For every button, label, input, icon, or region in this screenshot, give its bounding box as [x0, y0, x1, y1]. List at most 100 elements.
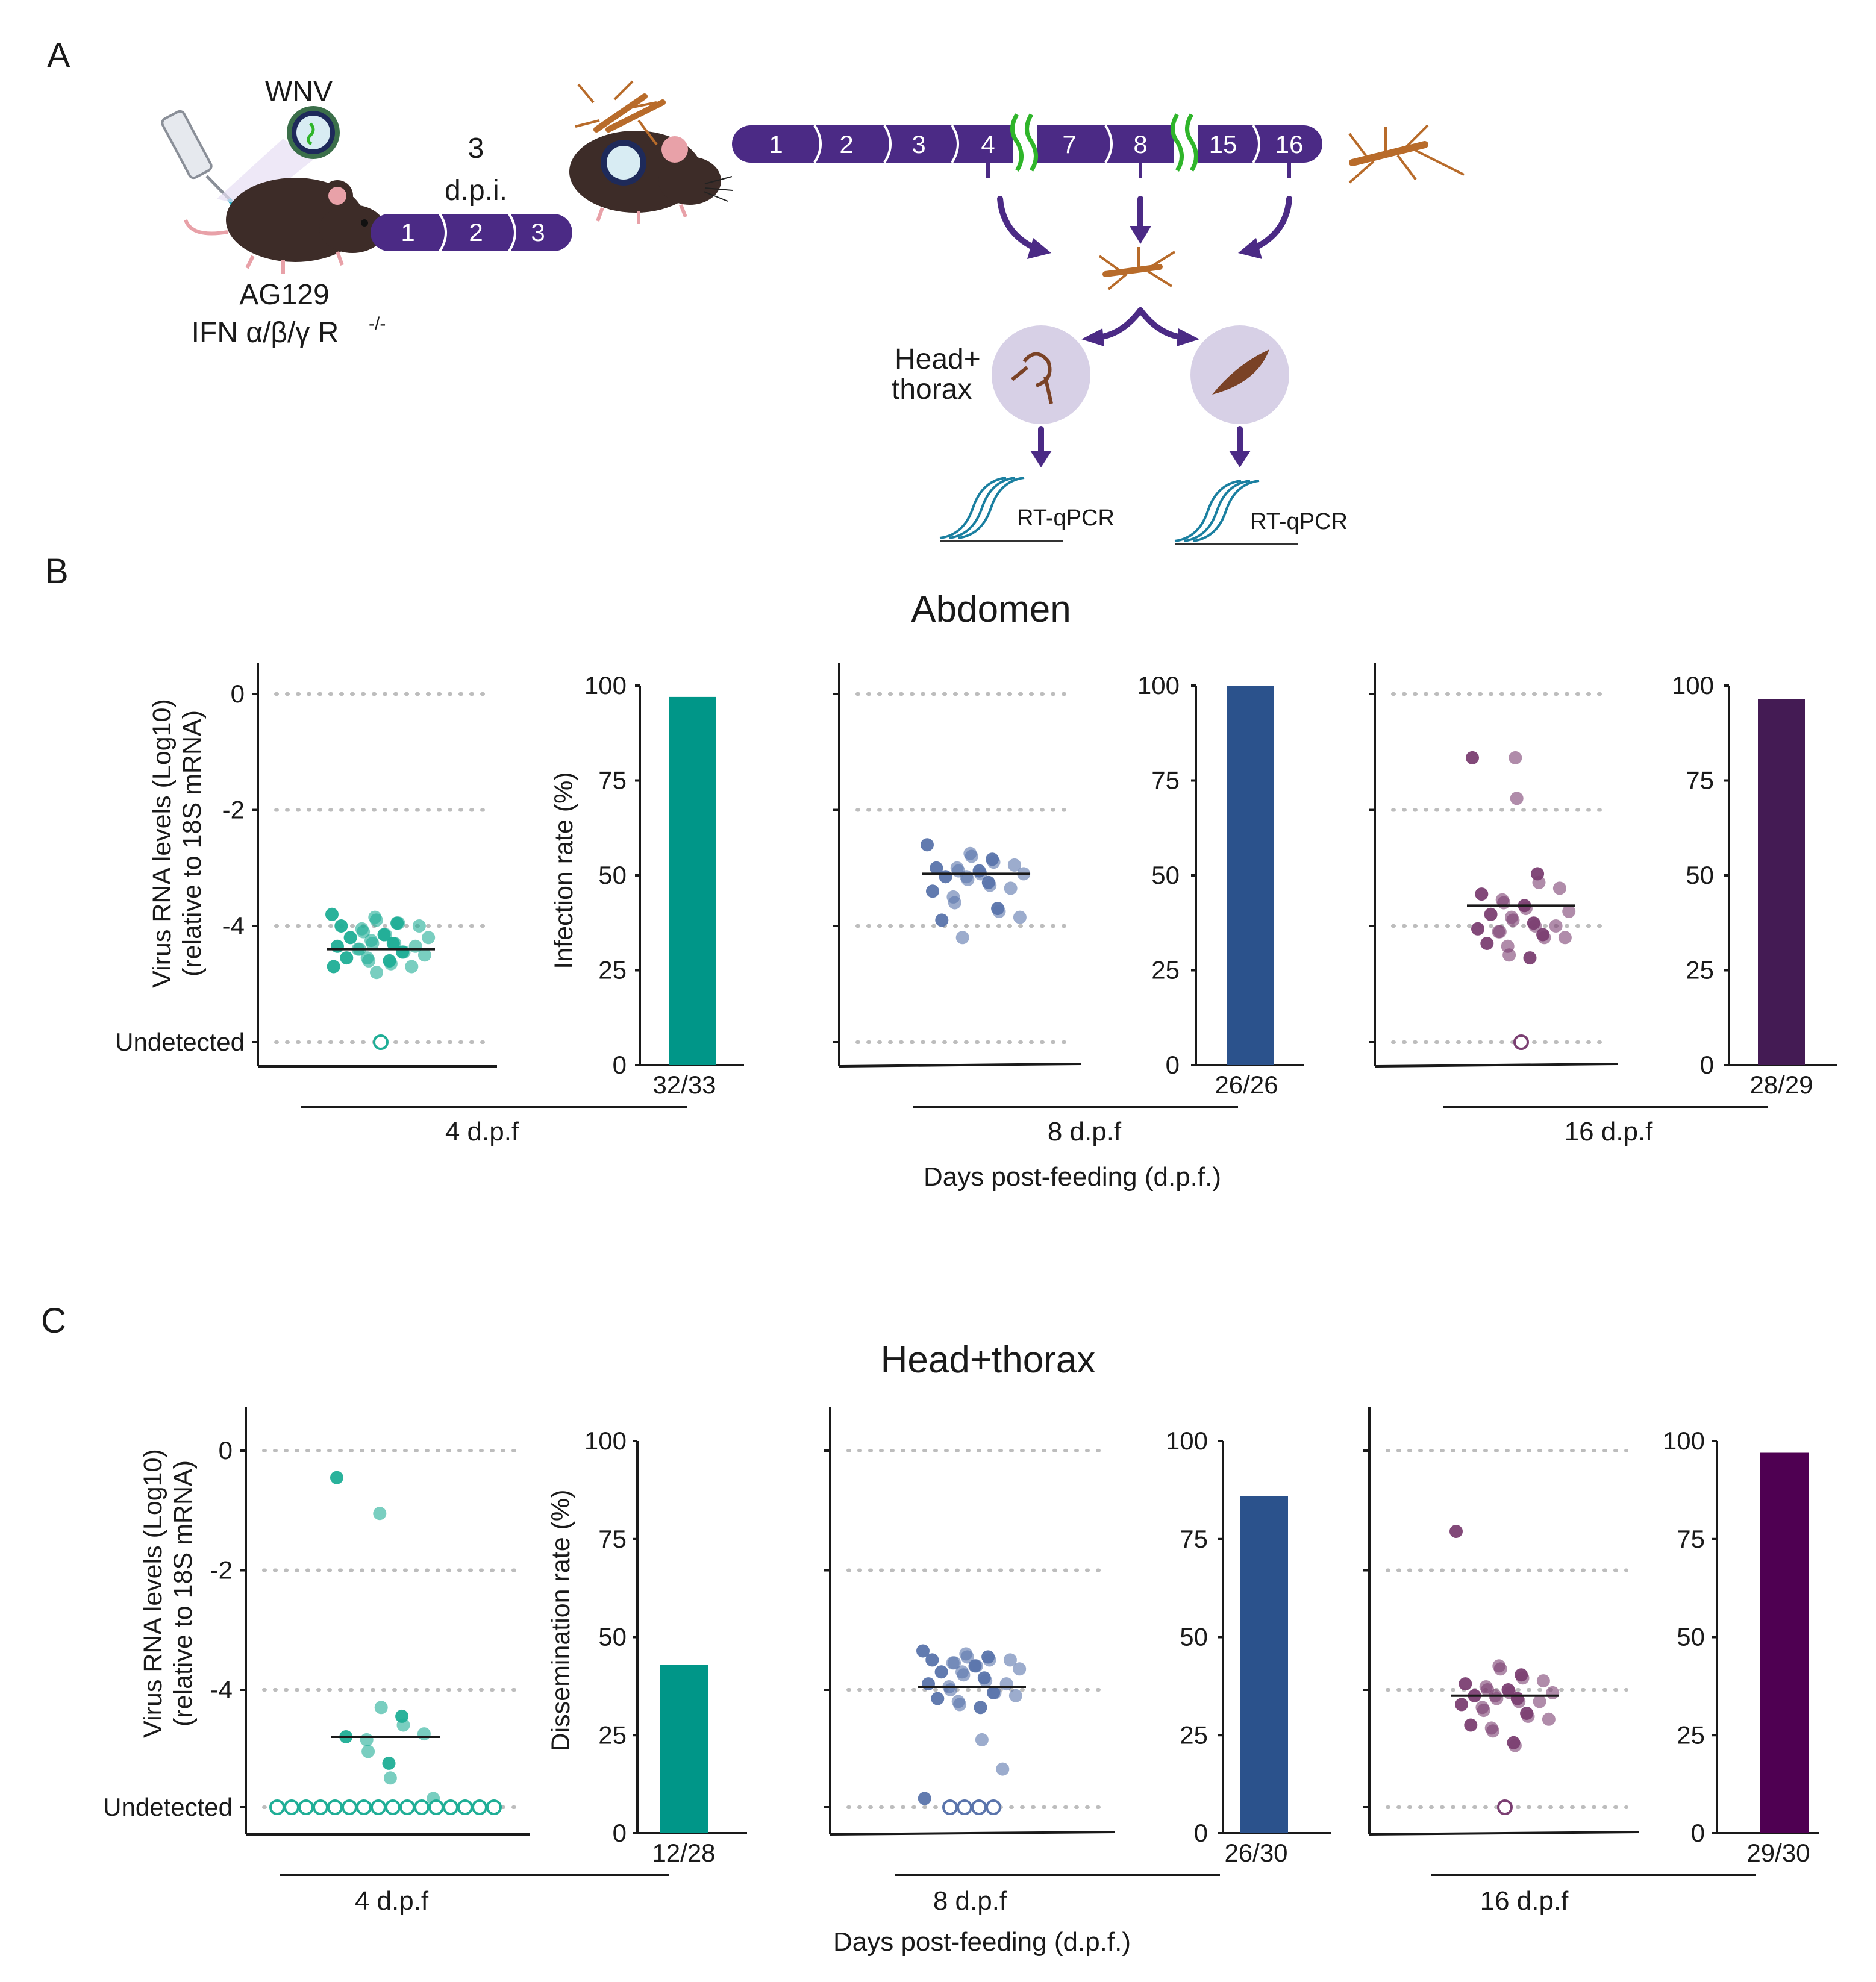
virus-label: WNV: [265, 76, 333, 108]
data-point: [369, 913, 383, 927]
data-point: [943, 1683, 957, 1696]
undetected-point: [1497, 1799, 1513, 1815]
mosquito-day-1: 1: [769, 130, 783, 158]
data-point: [1537, 931, 1551, 945]
rate-bar: [1227, 686, 1274, 1065]
mosquito-icon: [1098, 247, 1176, 290]
data-point: [417, 1727, 431, 1741]
data-point: [939, 870, 952, 884]
dpf-group-2: 0 25 50 75 100 29/30 16 d.p.f: [1363, 1407, 1819, 1916]
data-point: [969, 1659, 983, 1673]
y-tick-label: -4: [222, 911, 245, 940]
data-point: [1480, 937, 1494, 950]
undetected-point: [269, 1799, 285, 1815]
data-point: [388, 937, 402, 950]
group-label: 8 d.p.f: [1048, 1117, 1122, 1146]
y-tick-label: -4: [210, 1675, 233, 1704]
data-point: [1477, 1704, 1490, 1718]
dpf-group-0: 0 -2 -4 Undetected 0 25 50 75 100 32/33 4 d.p.f: [115, 663, 744, 1146]
data-point: [922, 1677, 935, 1691]
data-point: [1486, 1724, 1500, 1738]
undetected-point: [356, 1799, 372, 1815]
bar-tick-label: 50: [1180, 1623, 1208, 1651]
mosquito-day-8: 8: [1133, 130, 1147, 158]
undetected-point: [313, 1799, 328, 1815]
bar-tick-label: 50: [1686, 861, 1714, 889]
schematic-panel: A WNV AG129 IFN α/β/γ R -: [47, 36, 1465, 545]
undetected-point: [373, 1034, 389, 1050]
genotype-superscript: -/-: [369, 314, 386, 334]
data-point: [1484, 907, 1498, 921]
abdomen-ylabel-2: (relative to 18S mRNA): [178, 710, 207, 977]
rate-bar: [669, 696, 716, 1065]
mouse-day-3: 3: [531, 218, 545, 246]
bar-tick-label: 100: [1166, 1427, 1208, 1455]
qpcr-curve-icon: [1174, 480, 1298, 545]
data-point: [1521, 1709, 1535, 1723]
data-point: [1512, 1695, 1526, 1708]
data-point: [983, 878, 997, 892]
data-point: [1558, 931, 1572, 945]
y-tick-label: -2: [222, 796, 245, 824]
mouse-icon: [184, 178, 399, 274]
group-label: 4 d.p.f: [355, 1886, 429, 1916]
bar-tick-label: 75: [598, 766, 627, 795]
data-point: [955, 931, 969, 945]
bar-tick-label: 100: [584, 671, 627, 699]
data-point: [1510, 792, 1524, 805]
data-point: [925, 1653, 939, 1667]
tissue-label-thorax: thorax: [892, 374, 972, 405]
data-point: [1493, 925, 1507, 939]
data-point: [384, 957, 398, 971]
bar-tick-label: 0: [613, 1819, 627, 1847]
bar-tick-label: 75: [1180, 1525, 1208, 1553]
data-point: [965, 849, 978, 863]
data-point: [930, 861, 943, 875]
bar-tick-label: 25: [1686, 956, 1714, 984]
data-point: [396, 1718, 410, 1732]
data-point: [996, 1762, 1010, 1776]
data-point: [366, 937, 380, 950]
rate-bar: [1760, 1452, 1809, 1833]
tissue-label-head: Head+: [895, 343, 981, 375]
undetected-point: [457, 1799, 473, 1815]
bar-tick-label: 75: [598, 1525, 627, 1553]
mosquito-day-15: 15: [1209, 130, 1237, 158]
data-point: [357, 925, 371, 939]
undetected-point: [443, 1799, 458, 1815]
scatter-x-axis: [1369, 1831, 1639, 1836]
data-point: [1523, 951, 1537, 965]
bar-tick-label: 75: [1677, 1525, 1705, 1553]
data-point: [1008, 1689, 1022, 1702]
data-point: [1493, 1662, 1507, 1676]
fraction-label: 12/28: [652, 1839, 715, 1867]
infection-rate-ylabel: Infection rate (%): [549, 772, 578, 969]
data-point: [1013, 910, 1027, 924]
fraction-label: 32/33: [652, 1071, 716, 1099]
data-point: [343, 931, 357, 945]
undetected-point: [414, 1799, 430, 1815]
abdomen-plots: 0 -2 -4 Undetected 0 25 50 75 100 32/33 4 d.p.f 0 25…: [115, 663, 1837, 1146]
data-point: [1466, 751, 1479, 764]
bar-tick-label: 0: [613, 1051, 627, 1079]
dissemination-rate-ylabel: Dissemination rate (%): [546, 1490, 575, 1752]
mosquito-icon: [1348, 124, 1465, 184]
data-point: [921, 838, 934, 852]
abdomen-title: Abdomen: [911, 589, 1071, 630]
head-thorax-ylabel-2: (relative to 18S mRNA): [169, 1460, 198, 1727]
arrow-icon: [1137, 307, 1186, 340]
bar-tick-label: 25: [1677, 1721, 1705, 1749]
data-point: [383, 1771, 397, 1785]
bar-tick-label: 50: [598, 861, 627, 889]
y-tick-label: Undetected: [103, 1793, 233, 1821]
data-point: [327, 960, 340, 974]
data-point: [405, 960, 419, 974]
head-thorax-xlabel: Days post-feeding (d.p.f.): [833, 1927, 1131, 1957]
data-point: [1459, 1677, 1472, 1691]
undetected-point: [986, 1799, 1001, 1815]
y-tick-label: 0: [231, 680, 245, 708]
data-point: [1490, 1692, 1504, 1705]
data-point: [1546, 1686, 1560, 1699]
data-point: [934, 1665, 948, 1679]
